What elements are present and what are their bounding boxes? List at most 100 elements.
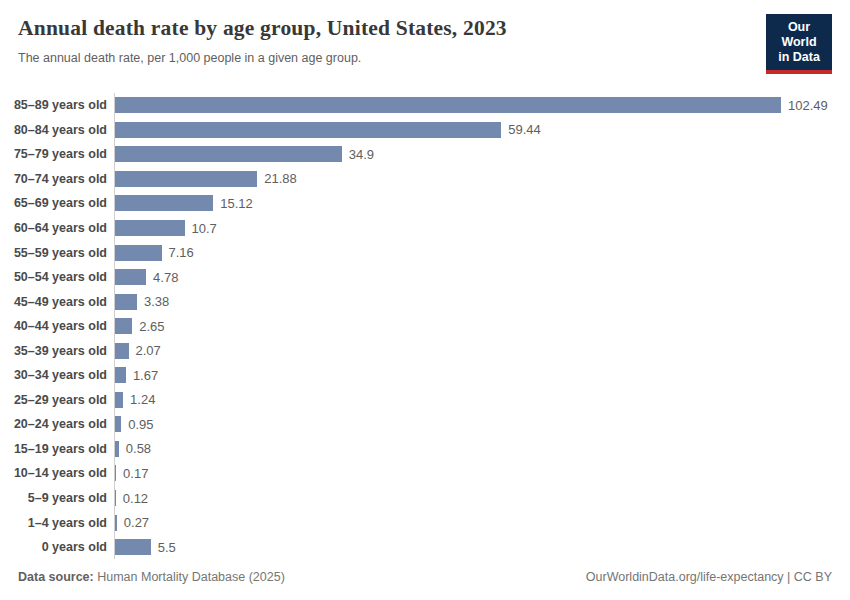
category-label: 15–19 years old — [12, 442, 114, 456]
value-label: 0.58 — [126, 441, 151, 456]
bar[interactable] — [115, 539, 151, 555]
value-label: 4.78 — [153, 270, 178, 285]
logo-line2: in Data — [770, 50, 828, 65]
value-label: 2.07 — [136, 343, 161, 358]
category-label: 55–59 years old — [12, 246, 114, 260]
category-label: 35–39 years old — [12, 344, 114, 358]
plot-area: 21.88 — [114, 167, 787, 192]
value-label: 1.24 — [130, 392, 155, 407]
category-label: 30–34 years old — [12, 368, 114, 382]
data-source-value: Human Mortality Database (2025) — [97, 570, 285, 584]
plot-area: 0.27 — [114, 510, 787, 535]
bar-row: 20–24 years old 0.95 — [12, 412, 832, 437]
bar[interactable] — [115, 171, 257, 187]
category-label: 25–29 years old — [12, 393, 114, 407]
value-label: 59.44 — [508, 122, 541, 137]
credit-link[interactable]: OurWorldinData.org/life-expectancy | CC … — [586, 570, 832, 584]
bar-row: 50–54 years old 4.78 — [12, 265, 832, 290]
plot-area: 0.95 — [114, 412, 787, 437]
bar[interactable] — [115, 195, 213, 211]
category-label: 10–14 years old — [12, 466, 114, 480]
category-label: 50–54 years old — [12, 270, 114, 284]
plot-area: 34.9 — [114, 142, 787, 167]
plot-area: 10.7 — [114, 216, 787, 241]
plot-area: 1.67 — [114, 363, 787, 388]
plot-area: 5.5 — [114, 535, 787, 560]
page-title: Annual death rate by age group, United S… — [18, 16, 507, 41]
category-label: 65–69 years old — [12, 196, 114, 210]
plot-area: 59.44 — [114, 118, 787, 143]
value-label: 0.27 — [124, 515, 149, 530]
bar[interactable] — [115, 490, 116, 506]
bar-chart: 85–89 years old 102.49 80–84 years old 5… — [12, 93, 832, 559]
owid-logo[interactable]: Our World in Data — [766, 14, 832, 74]
plot-area: 15.12 — [114, 191, 787, 216]
bar-row: 1–4 years old 0.27 — [12, 510, 832, 535]
plot-area: 2.07 — [114, 338, 787, 363]
bar[interactable] — [115, 122, 501, 138]
value-label: 15.12 — [220, 196, 253, 211]
bar[interactable] — [115, 220, 185, 236]
bar-row: 40–44 years old 2.65 — [12, 314, 832, 339]
bar-row: 30–34 years old 1.67 — [12, 363, 832, 388]
plot-area: 7.16 — [114, 240, 787, 265]
plot-area: 2.65 — [114, 314, 787, 339]
bar-row: 80–84 years old 59.44 — [12, 118, 832, 143]
value-label: 1.67 — [133, 368, 158, 383]
value-label: 102.49 — [788, 98, 828, 113]
bar[interactable] — [115, 269, 146, 285]
bar-row: 45–49 years old 3.38 — [12, 289, 832, 314]
value-label: 0.17 — [123, 466, 148, 481]
category-label: 5–9 years old — [12, 491, 114, 505]
category-label: 1–4 years old — [12, 516, 114, 530]
category-label: 40–44 years old — [12, 319, 114, 333]
plot-area: 1.24 — [114, 388, 787, 413]
bar[interactable] — [115, 294, 137, 310]
plot-area: 3.38 — [114, 289, 787, 314]
bar-row: 0 years old 5.5 — [12, 535, 832, 560]
value-label: 0.95 — [128, 417, 153, 432]
category-label: 85–89 years old — [12, 98, 114, 112]
chart-footer: Data source: Human Mortality Database (2… — [12, 570, 832, 590]
plot-area: 102.49 — [114, 93, 787, 118]
bar[interactable] — [115, 441, 119, 457]
category-label: 70–74 years old — [12, 172, 114, 186]
value-label: 7.16 — [169, 245, 194, 260]
category-label: 60–64 years old — [12, 221, 114, 235]
title-block: Annual death rate by age group, United S… — [18, 14, 507, 65]
bar[interactable] — [115, 416, 121, 432]
value-label: 10.7 — [192, 221, 217, 236]
value-label: 5.5 — [158, 540, 176, 555]
bar-row: 85–89 years old 102.49 — [12, 93, 832, 118]
plot-area: 0.58 — [114, 437, 787, 462]
bar[interactable] — [115, 146, 342, 162]
bar[interactable] — [115, 318, 132, 334]
value-label: 0.12 — [123, 491, 148, 506]
data-source-label: Data source: — [18, 570, 94, 584]
bar[interactable] — [115, 515, 117, 531]
bar[interactable] — [115, 465, 116, 481]
bar-row: 55–59 years old 7.16 — [12, 240, 832, 265]
value-label: 21.88 — [264, 171, 297, 186]
bar-row: 10–14 years old 0.17 — [12, 461, 832, 486]
plot-area: 0.12 — [114, 486, 787, 511]
category-label: 75–79 years old — [12, 147, 114, 161]
bar-row: 35–39 years old 2.07 — [12, 338, 832, 363]
bar-row: 75–79 years old 34.9 — [12, 142, 832, 167]
bar-row: 5–9 years old 0.12 — [12, 486, 832, 511]
bar[interactable] — [115, 367, 126, 383]
page-subtitle: The annual death rate, per 1,000 people … — [18, 51, 507, 65]
value-label: 2.65 — [139, 319, 164, 334]
bar[interactable] — [115, 343, 129, 359]
category-label: 20–24 years old — [12, 417, 114, 431]
bar[interactable] — [115, 97, 781, 113]
chart-header: Annual death rate by age group, United S… — [12, 14, 832, 74]
value-label: 34.9 — [349, 147, 374, 162]
logo-line1: Our World — [770, 20, 828, 50]
bar-row: 70–74 years old 21.88 — [12, 167, 832, 192]
chart-page: Annual death rate by age group, United S… — [0, 0, 850, 600]
plot-area: 4.78 — [114, 265, 787, 290]
bar-row: 25–29 years old 1.24 — [12, 388, 832, 413]
bar[interactable] — [115, 392, 123, 408]
bar[interactable] — [115, 245, 162, 261]
